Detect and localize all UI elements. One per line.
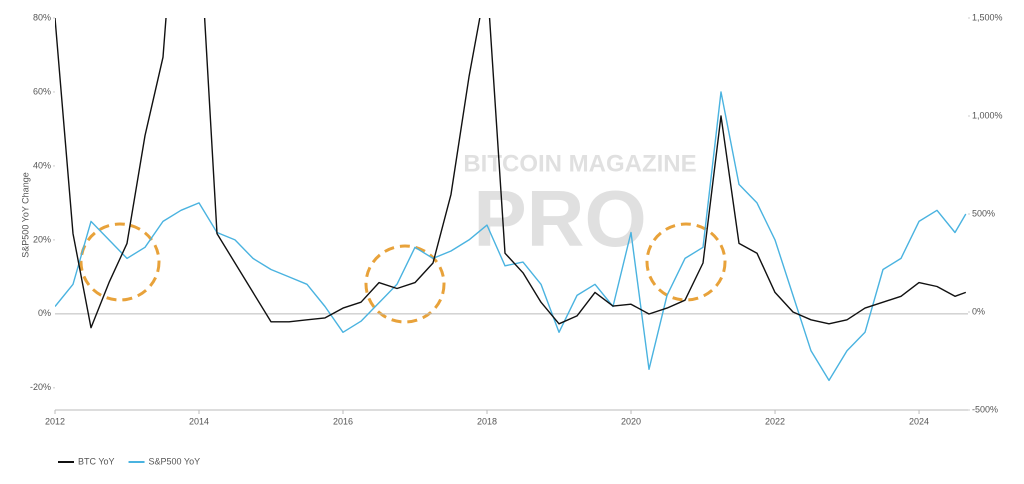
annotations [79, 222, 727, 324]
highlight-circle [645, 222, 727, 302]
x-tick-label: 2022 [765, 416, 785, 426]
x-tick-label: 2018 [477, 416, 497, 426]
watermark-text: PRO [473, 174, 646, 263]
x-tick-label: 2012 [45, 416, 65, 426]
y2-tick-label: 500% [972, 208, 995, 218]
y-tick-label: 60% [33, 86, 51, 96]
legend-label: S&P500 YoY [149, 456, 201, 466]
highlight-circle [79, 222, 161, 302]
x-tick-label: 2020 [621, 416, 641, 426]
y-tick-label: -20% [30, 382, 51, 392]
series-line [55, 18, 967, 329]
plot-area [55, 18, 967, 382]
legend-label: BTC YoY [78, 456, 115, 466]
y2-tick-label: -500% [972, 404, 998, 414]
y2-tick-label: 1,500% [972, 12, 1003, 22]
x-tick-label: 2024 [909, 416, 929, 426]
x-tick-label: 2014 [189, 416, 209, 426]
watermark: BITCOIN MAGAZINE PRO [463, 150, 696, 263]
y2-tick-label: 0% [972, 306, 985, 316]
y2-tick-label: 1,000% [972, 110, 1003, 120]
watermark-text: BITCOIN MAGAZINE [463, 150, 696, 177]
y-tick-label: 40% [33, 160, 51, 170]
y-axis-label: S&P500 YoY Change [20, 172, 30, 257]
y-tick-label: 0% [38, 308, 51, 318]
y-tick-label: 20% [33, 234, 51, 244]
highlight-circle [364, 244, 446, 324]
y-tick-label: 80% [33, 12, 51, 22]
x-tick-label: 2016 [333, 416, 353, 426]
